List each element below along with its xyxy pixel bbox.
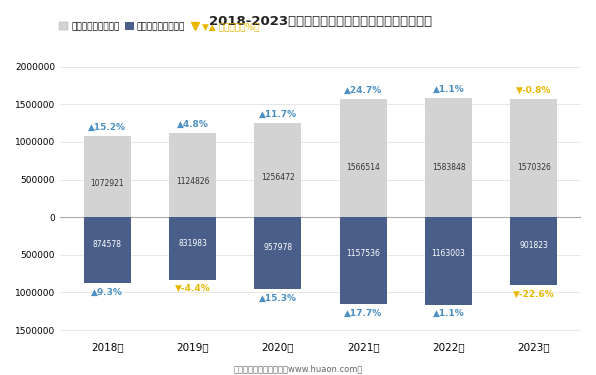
Text: 831983: 831983 — [178, 239, 207, 248]
Text: ▼-22.6%: ▼-22.6% — [513, 290, 555, 298]
Text: 901823: 901823 — [520, 241, 548, 250]
Bar — [84, 136, 131, 217]
Bar — [340, 217, 387, 304]
Bar — [84, 217, 131, 283]
Text: 制图：华经产业研究院（www.huaon.com）: 制图：华经产业研究院（www.huaon.com） — [233, 364, 363, 373]
Text: ▲15.2%: ▲15.2% — [88, 123, 126, 132]
Bar — [169, 132, 216, 217]
Bar — [425, 217, 472, 305]
Text: ▲11.7%: ▲11.7% — [259, 110, 297, 118]
Text: 1163003: 1163003 — [432, 249, 465, 258]
Bar — [510, 99, 557, 217]
Text: ▲17.7%: ▲17.7% — [344, 309, 383, 318]
Text: ▲4.8%: ▲4.8% — [176, 119, 209, 128]
Text: ▼-4.4%: ▼-4.4% — [175, 284, 210, 293]
Text: 1157536: 1157536 — [346, 249, 380, 258]
Bar — [254, 217, 302, 290]
Text: ▲1.1%: ▲1.1% — [433, 85, 464, 94]
Bar — [340, 99, 387, 217]
Text: 874578: 874578 — [93, 240, 122, 249]
Legend: 出口总额（万美元）, 进口总额（万美元）, ▼▲ 同比增长（%）: 出口总额（万美元）, 进口总额（万美元）, ▼▲ 同比增长（%） — [60, 22, 260, 32]
Text: 1566514: 1566514 — [346, 163, 380, 172]
Text: ▲9.3%: ▲9.3% — [91, 288, 123, 297]
Text: 957978: 957978 — [263, 243, 293, 252]
Bar — [254, 123, 302, 217]
Text: 1583848: 1583848 — [432, 163, 465, 172]
Text: 1072921: 1072921 — [91, 179, 124, 188]
Text: ▲1.1%: ▲1.1% — [433, 309, 464, 318]
Text: 1256472: 1256472 — [261, 173, 295, 182]
Text: ▲15.3%: ▲15.3% — [259, 294, 297, 303]
Text: 1124826: 1124826 — [176, 177, 209, 186]
Bar — [425, 98, 472, 217]
Text: ▲24.7%: ▲24.7% — [344, 86, 383, 95]
Bar — [510, 217, 557, 285]
Text: 1570326: 1570326 — [517, 163, 551, 172]
Bar — [169, 217, 216, 280]
Title: 2018-2023年安徽省外商投资企业进、出口额统计图: 2018-2023年安徽省外商投资企业进、出口额统计图 — [209, 15, 432, 28]
Text: ▼-0.8%: ▼-0.8% — [516, 86, 551, 95]
